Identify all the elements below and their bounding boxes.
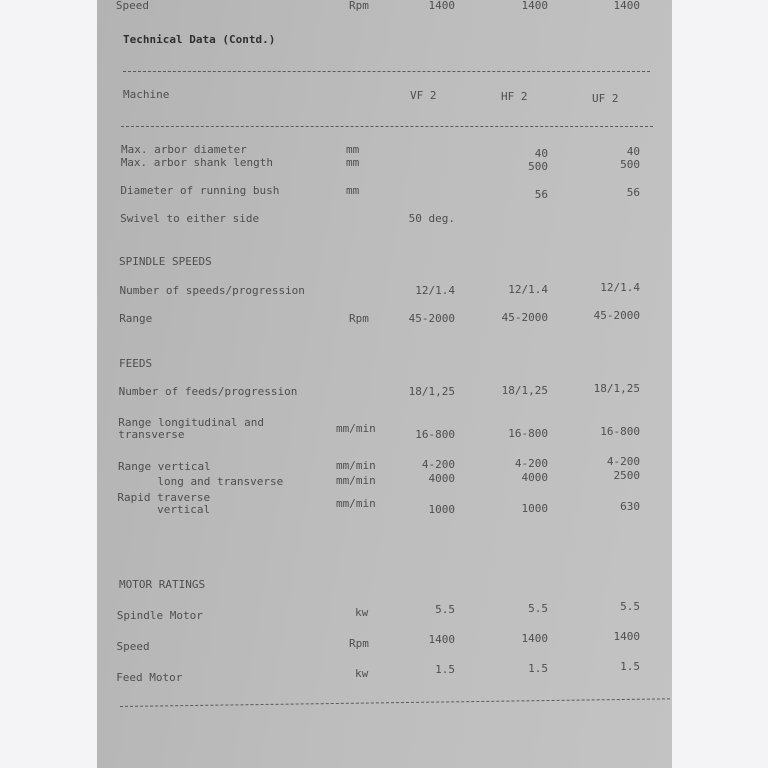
- row-value-vf2: 45-2000: [408, 312, 455, 325]
- row-value-hf2: 12/1.4: [508, 282, 548, 296]
- row-label: Speed: [116, 640, 150, 653]
- row-unit: mm: [346, 143, 360, 156]
- row-label: Range: [119, 312, 153, 325]
- document-title: Technical Data (Contd.): [123, 33, 276, 46]
- row-label: Range vertical: [118, 460, 211, 473]
- row-value-vf2: 1400: [428, 0, 456, 12]
- row-value-uf2: 56: [626, 186, 640, 199]
- row-unit: Rpm: [349, 636, 369, 650]
- row-value-uf2: 40: [626, 145, 640, 158]
- row-value-hf2: 16-800: [508, 426, 548, 440]
- row-unit: mm/min: [336, 459, 376, 472]
- row-label: long and transverse: [117, 475, 284, 488]
- row-value-uf2: 16-800: [600, 425, 640, 438]
- row-label: Range longitudinal and transverse: [118, 416, 264, 441]
- divider: [121, 126, 653, 127]
- row-value-uf2: 2500: [613, 469, 641, 482]
- row-label: Max. arbor shank length: [120, 156, 274, 169]
- row-value-vf2: 1400: [428, 633, 456, 646]
- row-unit: mm/min: [336, 497, 376, 510]
- row-value-hf2: 1400: [521, 631, 549, 645]
- row-value-uf2: 1.5: [620, 660, 640, 673]
- column-vf2: VF 2: [410, 89, 437, 102]
- header-label: Machine: [123, 88, 170, 101]
- row-label: Speed: [115, 0, 150, 12]
- row-value-uf2: 18/1,25: [593, 382, 640, 395]
- row-value-hf2: 1.5: [528, 661, 548, 675]
- row-value-hf2: 500: [528, 159, 548, 173]
- row-label: Swivel to either side: [120, 212, 260, 225]
- row-value-vf2: 50 deg.: [408, 212, 455, 225]
- row-label: Rapid traverse vertical: [117, 491, 211, 516]
- row-label: Diameter of running bush: [120, 184, 280, 197]
- row-value-hf2: 5.5: [528, 601, 548, 615]
- row-value-uf2: 12/1.4: [600, 281, 640, 294]
- row-value-hf2: 1000: [521, 501, 549, 515]
- row-value-hf2: 40: [534, 146, 548, 160]
- row-value-vf2: 16-800: [415, 428, 455, 441]
- row-unit: Rpm: [349, 0, 369, 12]
- row-value-vf2: 4000: [428, 472, 456, 485]
- row-unit: mm: [346, 184, 360, 197]
- row-value-hf2: 4-200: [514, 456, 548, 470]
- row-unit: mm/min: [336, 422, 376, 435]
- section-heading: FEEDS: [119, 357, 153, 370]
- column-uf2: UF 2: [592, 92, 619, 105]
- row-value-uf2: 630: [620, 500, 640, 513]
- row-value-vf2: 1.5: [435, 663, 455, 676]
- row-label: Max. arbor diameter: [121, 143, 247, 156]
- row-unit: mm/min: [336, 473, 376, 487]
- row-value-uf2: 5.5: [620, 600, 640, 613]
- row-value-uf2: 1400: [613, 630, 641, 643]
- section-heading: SPINDLE SPEEDS: [119, 255, 212, 268]
- section-heading: MOTOR RATINGS: [119, 578, 206, 591]
- row-label: Number of feeds/progression: [118, 385, 298, 398]
- row-label: Feed Motor: [116, 671, 183, 684]
- row-label: Number of speeds/progression: [119, 284, 305, 297]
- row-unit: kw: [355, 606, 369, 619]
- row-value-vf2: 12/1.4: [415, 284, 455, 297]
- row-value-hf2: 18/1,25: [501, 383, 548, 397]
- row-value-uf2: 45-2000: [593, 309, 640, 322]
- row-value-hf2: 45-2000: [501, 310, 548, 324]
- row-unit: kw: [355, 667, 369, 680]
- row-value-vf2: 4-200: [421, 458, 455, 471]
- row-value-hf2: 56: [534, 187, 548, 201]
- row-label: Spindle Motor: [116, 609, 203, 622]
- row-value-uf2: 1400: [613, 0, 641, 12]
- row-value-vf2: 18/1,25: [408, 385, 455, 398]
- divider: [123, 71, 650, 72]
- row-value-vf2: 1000: [428, 503, 456, 516]
- row-value-hf2: 4000: [521, 470, 549, 484]
- document-page: [97, 0, 672, 768]
- row-value-uf2: 500: [620, 158, 640, 171]
- row-unit: mm: [346, 156, 360, 169]
- row-unit: Rpm: [349, 312, 369, 325]
- row-value-vf2: 5.5: [435, 603, 455, 616]
- row-value-hf2: 1400: [521, 0, 549, 12]
- column-hf2: HF 2: [501, 90, 528, 103]
- row-value-uf2: 4-200: [606, 455, 640, 468]
